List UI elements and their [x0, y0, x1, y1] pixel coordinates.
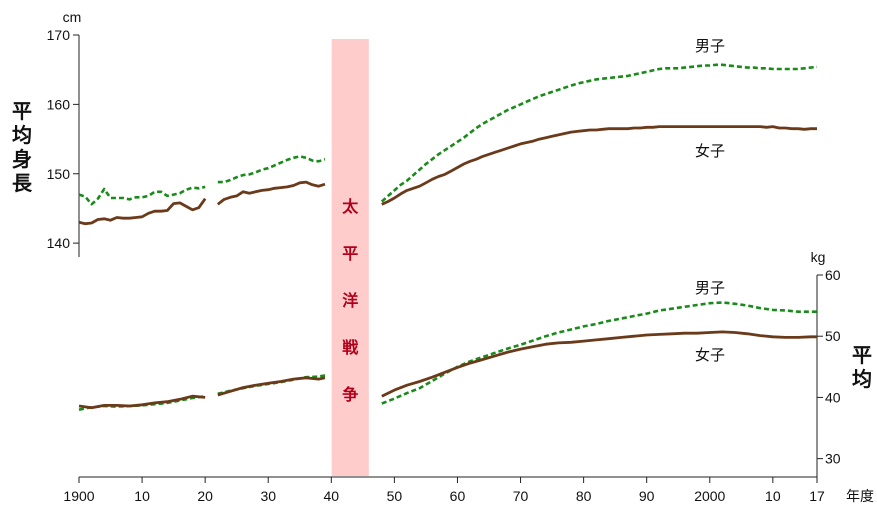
- weight-tick-label: 30: [825, 451, 841, 467]
- weight-series-girls: [78, 394, 206, 410]
- height-tick-label: 140: [47, 235, 71, 251]
- x-tick-label: 60: [450, 488, 466, 504]
- x-tick-label: 17: [809, 488, 825, 504]
- x-tick-label: 20: [197, 488, 213, 504]
- x-tick-label: 40: [324, 488, 340, 504]
- height-axis-label-char: 平: [12, 99, 32, 123]
- weight-axis-label-char: 均: [852, 367, 872, 391]
- x-tick-label: 10: [765, 488, 781, 504]
- height-axis-label-char: 身: [12, 147, 32, 171]
- series-layer: [78, 63, 818, 411]
- weight-tick-label: 60: [825, 267, 841, 283]
- weight-tick-label: 50: [825, 328, 841, 344]
- height-series-boys: [78, 185, 206, 206]
- height-axis-label-char: 長: [12, 171, 33, 195]
- x-tick-label: 90: [639, 488, 655, 504]
- x-tick-label: 50: [387, 488, 403, 504]
- war-band-char: 洋: [342, 291, 358, 310]
- height-tick-label: 170: [47, 27, 71, 43]
- x-axis-unit: 年度: [846, 489, 874, 505]
- height-tick-label: 160: [47, 96, 71, 112]
- height-series-boys: [380, 63, 818, 203]
- height-series-girls: [78, 197, 207, 226]
- x-tick-label: 70: [513, 488, 529, 504]
- height-label-girls: 女子: [695, 142, 725, 160]
- weight-series-boys: [381, 301, 817, 405]
- war-band-char: 太: [341, 197, 359, 216]
- war-band-char: 争: [342, 385, 358, 404]
- weight-unit: kg: [811, 249, 826, 265]
- height-axis-label-char: 均: [12, 123, 32, 147]
- weight-label-girls: 女子: [695, 346, 725, 364]
- height-label-boys: 男子: [695, 37, 725, 55]
- weight-tick-label: 40: [825, 389, 841, 405]
- height-tick-label: 150: [47, 166, 71, 182]
- x-tick-label: 30: [260, 488, 276, 504]
- axes-layer: [73, 34, 823, 483]
- war-band-char: 戦: [342, 338, 359, 357]
- x-tick-label: 80: [576, 488, 592, 504]
- x-tick-label: 10: [134, 488, 150, 504]
- height-series-boys: [217, 155, 326, 184]
- weight-series-girls: [381, 330, 817, 398]
- weight-series-girls: [217, 376, 326, 397]
- x-tick-label: 2000: [694, 488, 725, 504]
- war-band-char: 平: [342, 244, 358, 263]
- height-series-girls: [381, 125, 817, 206]
- height-unit: cm: [63, 9, 82, 25]
- weight-axis-label-char: 平: [852, 343, 872, 367]
- height-series-girls: [216, 180, 326, 206]
- war-band: [331, 39, 369, 476]
- x-tick-label: 1900: [63, 488, 94, 504]
- war-band-layer: [331, 39, 369, 476]
- weight-label-boys: 男子: [695, 279, 725, 297]
